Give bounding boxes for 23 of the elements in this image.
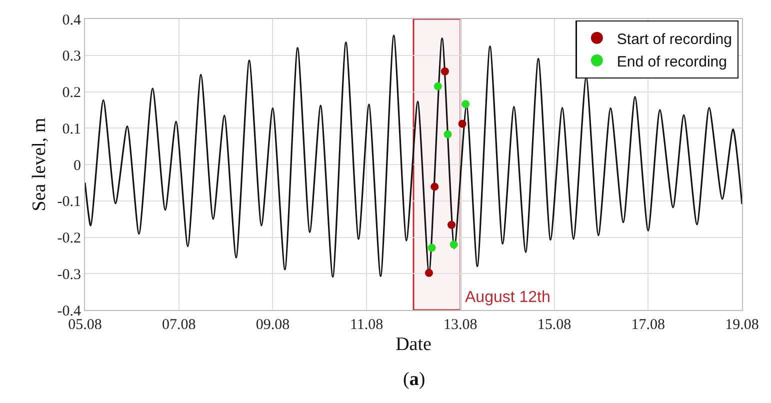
y-tick-label: -0.3 bbox=[57, 266, 81, 283]
y-tick-label: 0.2 bbox=[62, 85, 81, 101]
band-label: August 12th bbox=[465, 289, 550, 306]
x-tick-label: 17.08 bbox=[631, 317, 666, 333]
x-tick-label: 11.08 bbox=[350, 317, 384, 333]
y-tick-label: 0 bbox=[74, 158, 81, 174]
y-axis-title: Sea level, m bbox=[29, 118, 50, 212]
text: (a) bbox=[403, 369, 426, 390]
x-tick-label: 07.08 bbox=[162, 317, 196, 333]
legend-label: Start of recording bbox=[616, 30, 732, 48]
x-axis-title: Date bbox=[396, 334, 432, 355]
y-tick-label: 0.4 bbox=[62, 12, 82, 28]
x-tick-label: 15.08 bbox=[537, 317, 572, 333]
x-tick-label: 09.08 bbox=[256, 317, 290, 333]
x-tick-label: 05.08 bbox=[68, 317, 102, 333]
x-tick-label: 13.08 bbox=[444, 317, 478, 333]
y-tick-label: -0.2 bbox=[57, 230, 81, 246]
y-tick-label: -0.1 bbox=[57, 194, 81, 210]
x-tick-label: 19.08 bbox=[725, 317, 759, 333]
legend-label: End of recording bbox=[616, 53, 727, 70]
y-tick-label: 0.1 bbox=[62, 121, 81, 138]
y-tick-label: 0.3 bbox=[62, 48, 81, 65]
y-tick-label: -0.4 bbox=[57, 303, 82, 320]
